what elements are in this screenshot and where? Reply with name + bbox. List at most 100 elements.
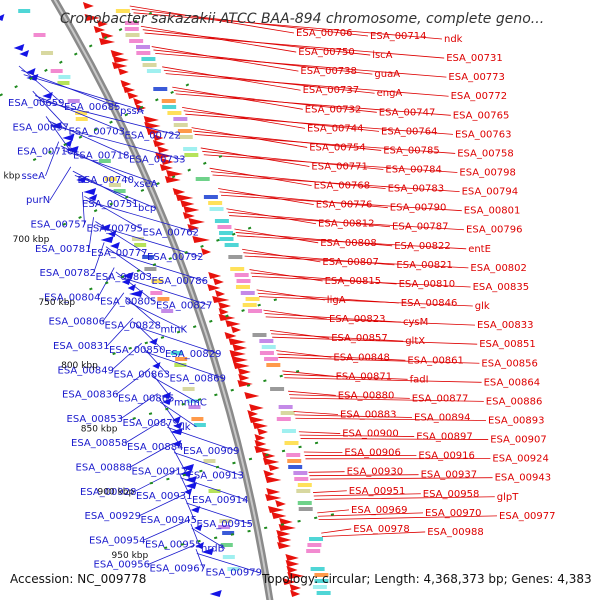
gene-label-forward: ESA_00784 <box>385 165 442 176</box>
gene-label-forward: ESA_00815 <box>325 276 382 287</box>
gene-label-forward: ESA_00943 <box>495 473 552 484</box>
forward-gene-arrow <box>249 404 264 411</box>
leader-line-forward <box>264 313 402 323</box>
leader-line-reverse <box>95 221 146 254</box>
reverse-cog-box <box>193 423 206 427</box>
gene-label-forward: ESA_00883 <box>340 409 397 420</box>
forward-gene-arrow <box>276 530 291 537</box>
forward-gene-arrow <box>153 134 164 141</box>
gene-label-forward: ESA_00969 <box>351 505 408 516</box>
leader-line-forward <box>318 515 498 521</box>
forward-cog-box <box>280 411 295 415</box>
leader-line-forward <box>251 275 471 288</box>
forward-gene-arrow <box>228 338 247 345</box>
reverse-gene-arrow <box>184 476 197 483</box>
leader-line-forward <box>299 434 415 437</box>
leader-line-reverse <box>172 448 186 472</box>
reverse-cog-box <box>75 111 88 115</box>
leader-line-reverse <box>196 553 260 574</box>
gene-label-reverse: ESA_00777 <box>91 248 148 259</box>
gene-label-reverse: ESA_00740 <box>78 175 135 186</box>
kbp-tick-mark <box>32 82 191 162</box>
gene-label-reverse: ESA_00869 <box>170 373 227 384</box>
gene-label-forward: ESA_00808 <box>320 238 377 249</box>
forward-cog-box <box>288 465 303 469</box>
gene-label-forward: ESA_00897 <box>416 432 473 443</box>
leader-line-forward <box>203 154 458 173</box>
gene-label-forward: ESA_00714 <box>370 31 427 42</box>
reverse-cog-box <box>108 183 121 187</box>
forward-gene-arrow <box>166 170 183 177</box>
forward-cog-box <box>124 21 139 25</box>
forward-gene-arrow <box>266 488 281 495</box>
forward-gene-arrow <box>290 590 301 597</box>
leader-line-reverse <box>74 175 157 209</box>
forward-gene-arrow <box>112 62 128 69</box>
gene-label-reverse: ESA_00849 <box>58 365 115 376</box>
forward-cog-box <box>208 201 223 205</box>
forward-cog-box <box>236 279 251 283</box>
gene-label-reverse: ESA_00954 <box>89 535 146 546</box>
forward-cog-box <box>316 591 331 595</box>
gene-label-forward: ESA_00970 <box>425 508 482 519</box>
forward-gene-arrow <box>127 92 139 99</box>
leader-line-reverse <box>125 296 159 327</box>
gene-label-forward: ESA_00893 <box>488 415 545 426</box>
leader-line-forward <box>300 438 489 440</box>
leader-line-reverse <box>37 99 179 136</box>
forward-cog-box <box>184 153 199 157</box>
kbp-tick-mark <box>164 512 337 550</box>
forward-cog-box <box>173 123 188 127</box>
forward-cog-box <box>297 501 312 505</box>
forward-gene-arrow <box>287 572 305 579</box>
leader-line-reverse <box>124 418 166 444</box>
reverse-cog-box <box>144 267 157 271</box>
reverse-cog-box <box>161 309 174 313</box>
forward-cog-box <box>240 291 255 295</box>
reverse-gene-arrow <box>170 428 183 435</box>
reverse-cog-box <box>142 255 155 259</box>
leader-line-reverse <box>142 519 191 541</box>
forward-cog-box <box>129 39 144 43</box>
gene-label-forward: ESA_00765 <box>453 110 510 121</box>
gene-label-forward: ESA_00783 <box>388 184 445 195</box>
forward-gene-arrow <box>289 584 301 591</box>
forward-cog-box <box>310 567 325 571</box>
forward-cog-box <box>284 441 299 445</box>
gene-label-forward: ESA_00807 <box>322 257 379 268</box>
leader-line-reverse <box>93 242 105 274</box>
gene-label-reverse: ESA_00829 <box>165 349 222 360</box>
gene-label-reverse: sseA <box>22 171 46 182</box>
map-title: Cronobacter sakazakii ATCC BAA-894 chrom… <box>60 11 544 27</box>
forward-cog-box <box>142 63 157 67</box>
gene-label-reverse: ESA_00914 <box>192 495 249 506</box>
forward-gene-arrow <box>218 308 229 315</box>
gene-label-forward: ESA_00835 <box>473 282 530 293</box>
leader-line-forward <box>244 255 469 269</box>
gene-label-forward: ESA_00798 <box>459 168 516 179</box>
gene-label-forward: cysM <box>403 317 428 328</box>
kbp-tick-label: 750 kbp <box>38 298 75 308</box>
forward-cog-box <box>294 477 309 481</box>
gene-label-forward: ESA_00771 <box>311 162 368 173</box>
forward-gene-arrow <box>238 374 250 381</box>
gene-label-forward: ESA_00861 <box>407 355 464 366</box>
forward-gene-arrow <box>122 86 136 93</box>
forward-gene-arrow <box>261 452 276 459</box>
forward-gene-arrow <box>144 122 161 129</box>
reverse-cog-box <box>18 9 31 13</box>
reverse-gene-arrow <box>194 524 203 531</box>
forward-gene-arrow <box>252 422 268 429</box>
leader-line-reverse <box>138 494 185 517</box>
gene-label-reverse: ESA_00888 <box>76 463 133 474</box>
reverse-cog-box <box>41 51 54 55</box>
reverse-gene-arrow <box>88 194 98 201</box>
forward-gene-arrow <box>237 380 253 387</box>
gene-label-reverse: xseA <box>134 179 158 190</box>
gene-label-reverse: ESA_00806 <box>49 317 106 328</box>
leader-line-forward <box>220 194 462 212</box>
reverse-cog-box <box>57 81 70 85</box>
reverse-cog-box <box>208 489 221 493</box>
leader-line-forward <box>155 52 447 78</box>
reverse-cog-box <box>151 279 164 283</box>
